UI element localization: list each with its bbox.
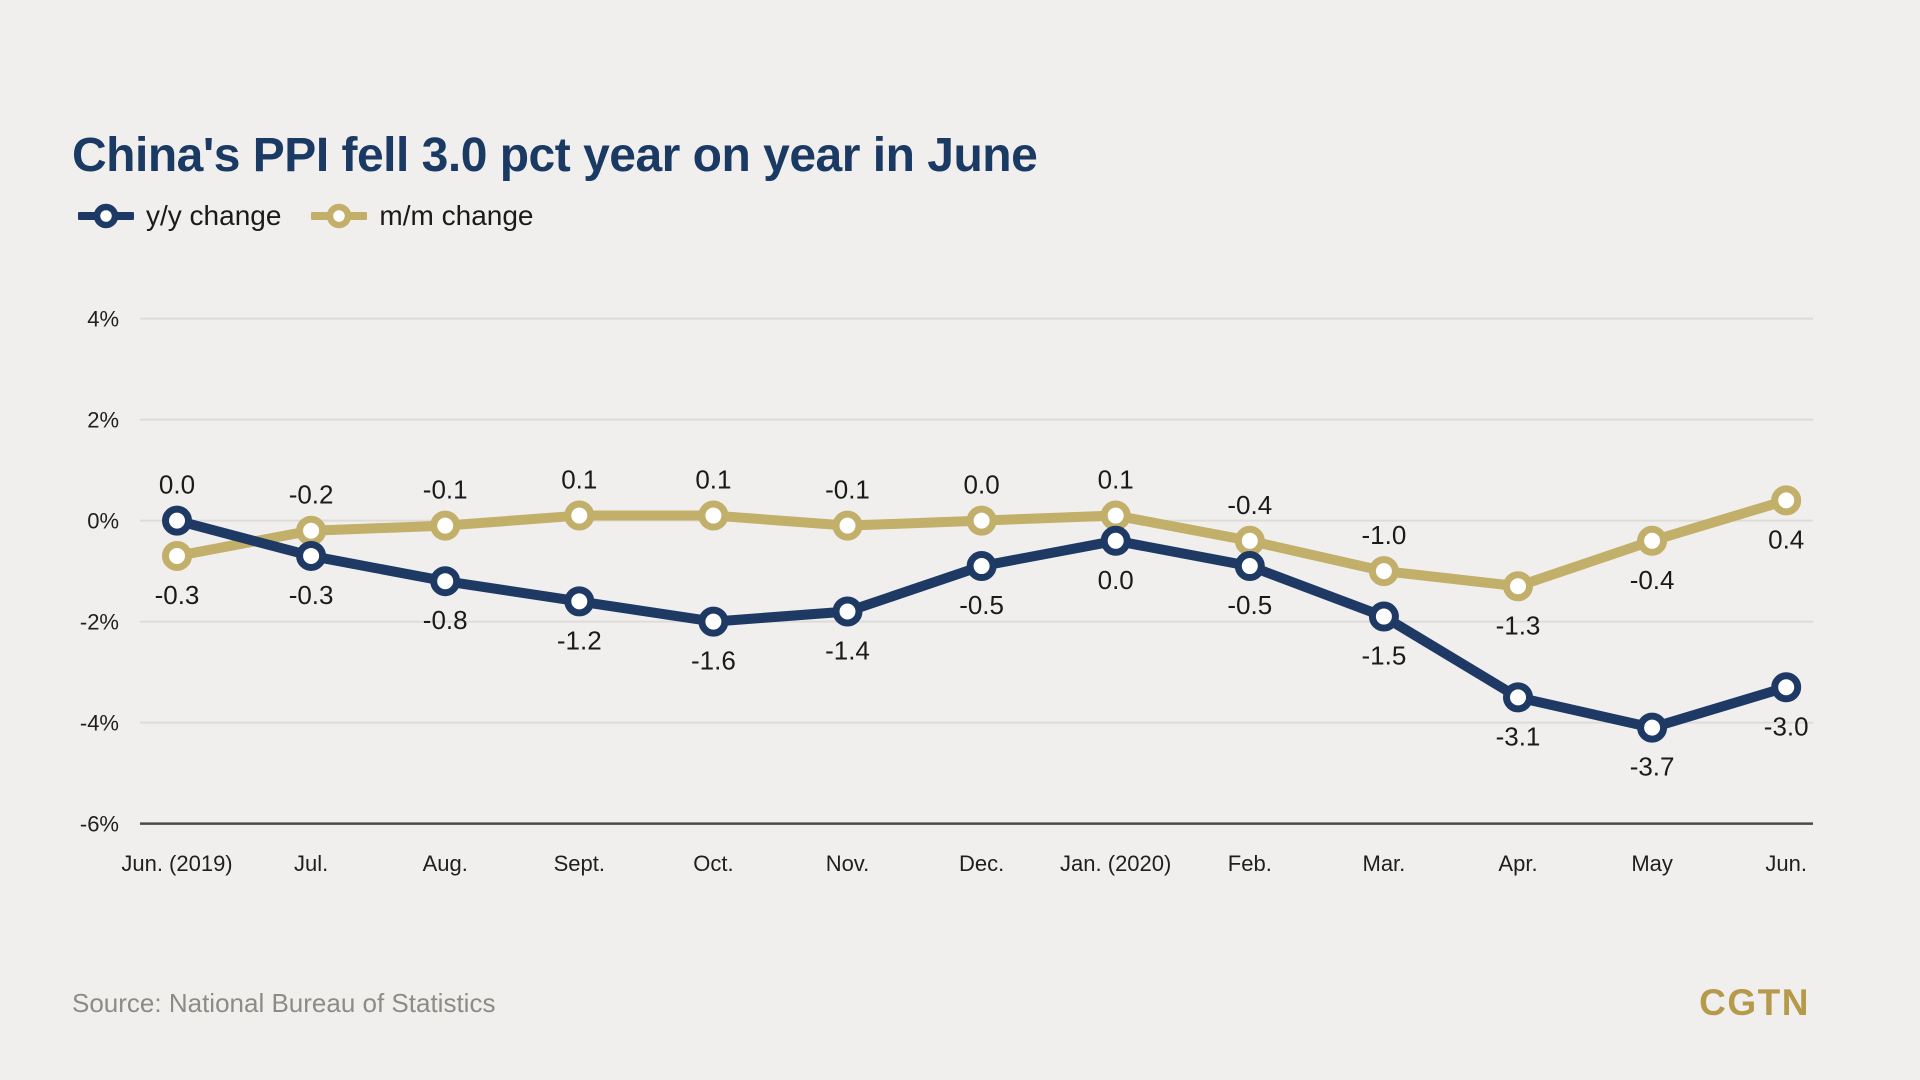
mm-change-data-point-label: -0.1 xyxy=(825,475,870,505)
x-axis-label: Jan. (2020) xyxy=(1060,851,1171,876)
x-axis-label: Nov. xyxy=(826,851,870,876)
mm-change-data-point-marker xyxy=(1100,500,1131,531)
yy-change-data-point-label: -3.0 xyxy=(1764,711,1809,741)
mm-change-data-point-marker xyxy=(430,510,461,541)
mm-change-data-point-marker xyxy=(1234,525,1265,556)
x-axis-label: Jul. xyxy=(294,851,328,876)
x-axis-label: Dec. xyxy=(959,851,1004,876)
mm-change-data-point-marker xyxy=(1771,485,1802,516)
y-axis-tick-label: -4% xyxy=(80,711,119,736)
yy-change-data-point-label: -1.4 xyxy=(825,636,870,666)
yy-change-data-point-label: -0.3 xyxy=(289,580,334,610)
yy-change-data-point-marker xyxy=(698,606,729,637)
yy-change-data-point-marker xyxy=(832,596,863,627)
yy-change-data-point-marker xyxy=(966,551,997,582)
yy-change-data-point-marker xyxy=(564,586,595,617)
x-axis-label: Mar. xyxy=(1363,851,1406,876)
mm-change-data-point-marker xyxy=(1637,525,1668,556)
mm-change-data-point-label: -0.4 xyxy=(1630,565,1675,595)
mm-change-data-point-marker xyxy=(564,500,595,531)
mm-change-data-point-marker xyxy=(832,510,863,541)
yy-change-data-point-marker xyxy=(1503,682,1533,713)
legend-item-yy-change: y/y change xyxy=(78,200,281,232)
mm-change-data-point-marker xyxy=(162,540,192,571)
y-axis-tick-label: 4% xyxy=(87,307,119,332)
yy-change-data-point-label: -1.6 xyxy=(691,646,736,676)
mm-change-data-point-marker xyxy=(1368,556,1399,587)
mm-change-data-point-label: -0.4 xyxy=(1227,490,1272,520)
yy-change-data-point-marker xyxy=(1100,525,1131,556)
x-axis-label: Feb. xyxy=(1228,851,1272,876)
y-axis-tick-label: 2% xyxy=(87,408,119,433)
mm-change-line-marker-icon xyxy=(311,203,368,229)
mm-change-data-point-label: -1.3 xyxy=(1496,610,1541,640)
yy-change-data-point-marker xyxy=(1771,672,1802,703)
mm-change-data-point-marker xyxy=(698,500,729,531)
yy-change-data-point-label: -0.5 xyxy=(959,590,1004,620)
mm-change-data-point-label: -0.2 xyxy=(289,480,334,510)
mm-change-data-point-label: 0.0 xyxy=(964,470,1000,500)
x-axis-label: Jun. xyxy=(1765,851,1807,876)
legend-label-mm-change: m/m change xyxy=(379,200,534,231)
page-title: China's PPI fell 3.0 pct year on year in… xyxy=(72,129,1038,183)
mm-change-data-point-label: -0.1 xyxy=(423,475,468,505)
cgtn-logo: CGTN xyxy=(1699,982,1810,1023)
yy-change-data-point-label: 0.0 xyxy=(159,470,195,500)
yy-change-data-point-marker xyxy=(296,540,327,571)
mm-change-data-point-label: 0.1 xyxy=(695,465,731,495)
source-note: Source: National Bureau of Statistics xyxy=(72,988,496,1018)
x-axis-label: Oct. xyxy=(693,851,733,876)
mm-change-data-point-marker xyxy=(1503,571,1533,602)
legend-item-mm-change: m/m change xyxy=(311,200,534,232)
yy-change-data-point-label: -3.7 xyxy=(1630,752,1675,782)
mm-change-data-point-label: 0.4 xyxy=(1768,524,1804,554)
yy-change-data-point-marker xyxy=(1234,551,1265,582)
mm-change-data-point-label: 0.1 xyxy=(1098,465,1134,495)
yy-change-data-point-marker xyxy=(162,505,192,536)
yy-change-data-point-label: -0.5 xyxy=(1227,590,1272,620)
yy-change-data-point-label: -1.2 xyxy=(557,625,602,655)
mm-change-data-point-marker xyxy=(966,505,997,536)
yy-change-data-point-marker xyxy=(1368,601,1399,632)
yy-change-line-marker-icon xyxy=(78,203,134,229)
mm-change-data-point-marker xyxy=(296,515,327,546)
x-axis-label: Aug. xyxy=(423,851,468,876)
x-axis-label: Apr. xyxy=(1498,851,1537,876)
yy-change-data-point-label: 0.0 xyxy=(1098,565,1134,595)
legend-label-yy-change: y/y change xyxy=(146,200,282,231)
y-axis-tick-label: -6% xyxy=(80,812,119,837)
chart-legend: y/y change m/m change xyxy=(78,200,534,232)
y-axis-tick-label: -2% xyxy=(80,610,119,635)
mm-change-data-point-label: 0.1 xyxy=(561,465,597,495)
y-axis-tick-label: 0% xyxy=(87,509,119,534)
mm-change-data-point-label: -1.0 xyxy=(1361,520,1406,550)
yy-change-data-point-label: -3.1 xyxy=(1496,721,1541,751)
yy-change-data-point-label: -1.5 xyxy=(1361,641,1406,671)
x-axis-label: Sept. xyxy=(554,851,605,876)
x-axis-label: Jun. (2019) xyxy=(121,851,232,876)
x-axis-label: May xyxy=(1631,851,1673,876)
yy-change-data-point-label: -0.8 xyxy=(423,605,468,635)
mm-change-data-point-label: -0.3 xyxy=(155,580,200,610)
yy-change-data-point-marker xyxy=(1637,712,1668,743)
yy-change-data-point-marker xyxy=(430,566,461,597)
